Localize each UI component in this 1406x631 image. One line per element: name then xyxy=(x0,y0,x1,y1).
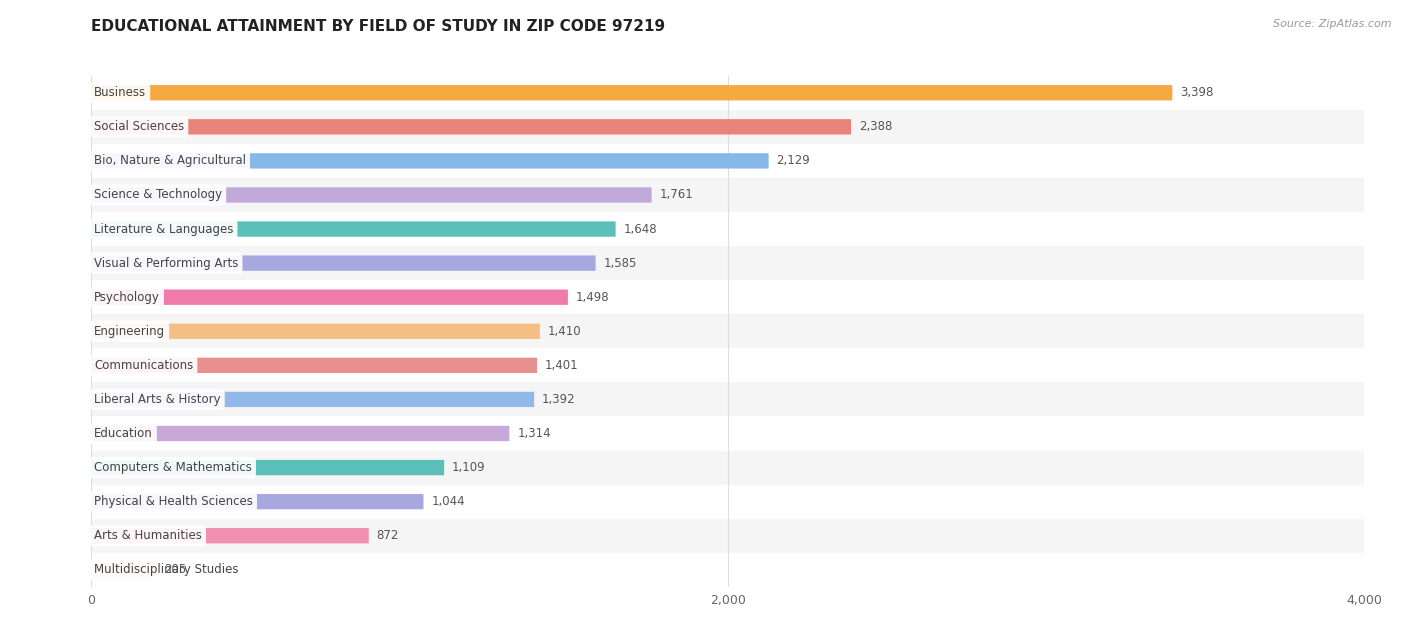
FancyBboxPatch shape xyxy=(91,153,769,168)
Text: 1,410: 1,410 xyxy=(548,325,582,338)
FancyBboxPatch shape xyxy=(91,460,444,475)
Bar xyxy=(91,451,1364,485)
Bar xyxy=(91,314,1364,348)
Text: Literature & Languages: Literature & Languages xyxy=(94,223,233,235)
Text: Engineering: Engineering xyxy=(94,325,165,338)
FancyBboxPatch shape xyxy=(91,187,651,203)
Bar xyxy=(91,416,1364,451)
Text: 1,044: 1,044 xyxy=(432,495,465,508)
Text: Arts & Humanities: Arts & Humanities xyxy=(94,529,202,542)
Bar xyxy=(91,280,1364,314)
Bar xyxy=(91,144,1364,178)
Text: Liberal Arts & History: Liberal Arts & History xyxy=(94,393,221,406)
Bar xyxy=(91,553,1364,587)
Text: 205: 205 xyxy=(165,563,187,576)
Text: Physical & Health Sciences: Physical & Health Sciences xyxy=(94,495,253,508)
Text: EDUCATIONAL ATTAINMENT BY FIELD OF STUDY IN ZIP CODE 97219: EDUCATIONAL ATTAINMENT BY FIELD OF STUDY… xyxy=(91,19,665,34)
Text: 1,761: 1,761 xyxy=(659,189,693,201)
Text: 3,398: 3,398 xyxy=(1180,86,1213,99)
Text: Bio, Nature & Agricultural: Bio, Nature & Agricultural xyxy=(94,155,246,167)
FancyBboxPatch shape xyxy=(91,426,509,441)
FancyBboxPatch shape xyxy=(91,528,368,543)
Text: 1,585: 1,585 xyxy=(603,257,637,269)
Bar xyxy=(91,519,1364,553)
Bar xyxy=(91,178,1364,212)
Text: 2,388: 2,388 xyxy=(859,121,893,133)
Text: Multidisciplinary Studies: Multidisciplinary Studies xyxy=(94,563,239,576)
FancyBboxPatch shape xyxy=(91,392,534,407)
Bar xyxy=(91,348,1364,382)
FancyBboxPatch shape xyxy=(91,562,156,577)
Text: 1,401: 1,401 xyxy=(546,359,579,372)
FancyBboxPatch shape xyxy=(91,221,616,237)
FancyBboxPatch shape xyxy=(91,290,568,305)
FancyBboxPatch shape xyxy=(91,494,423,509)
Text: 1,648: 1,648 xyxy=(624,223,657,235)
Text: Psychology: Psychology xyxy=(94,291,160,304)
FancyBboxPatch shape xyxy=(91,324,540,339)
FancyBboxPatch shape xyxy=(91,256,596,271)
FancyBboxPatch shape xyxy=(91,358,537,373)
Text: 1,314: 1,314 xyxy=(517,427,551,440)
Bar xyxy=(91,246,1364,280)
Text: 2,129: 2,129 xyxy=(776,155,810,167)
Text: Social Sciences: Social Sciences xyxy=(94,121,184,133)
Text: 1,392: 1,392 xyxy=(543,393,576,406)
FancyBboxPatch shape xyxy=(91,85,1173,100)
Bar xyxy=(91,485,1364,519)
Bar xyxy=(91,212,1364,246)
Text: Source: ZipAtlas.com: Source: ZipAtlas.com xyxy=(1274,19,1392,29)
Text: Business: Business xyxy=(94,86,146,99)
Text: Computers & Mathematics: Computers & Mathematics xyxy=(94,461,252,474)
Text: Education: Education xyxy=(94,427,153,440)
Text: Visual & Performing Arts: Visual & Performing Arts xyxy=(94,257,238,269)
Text: 872: 872 xyxy=(377,529,399,542)
Text: 1,498: 1,498 xyxy=(576,291,609,304)
FancyBboxPatch shape xyxy=(91,119,851,134)
Bar xyxy=(91,382,1364,416)
Bar xyxy=(91,76,1364,110)
Text: Communications: Communications xyxy=(94,359,193,372)
Text: 1,109: 1,109 xyxy=(453,461,485,474)
Text: Science & Technology: Science & Technology xyxy=(94,189,222,201)
Bar xyxy=(91,110,1364,144)
